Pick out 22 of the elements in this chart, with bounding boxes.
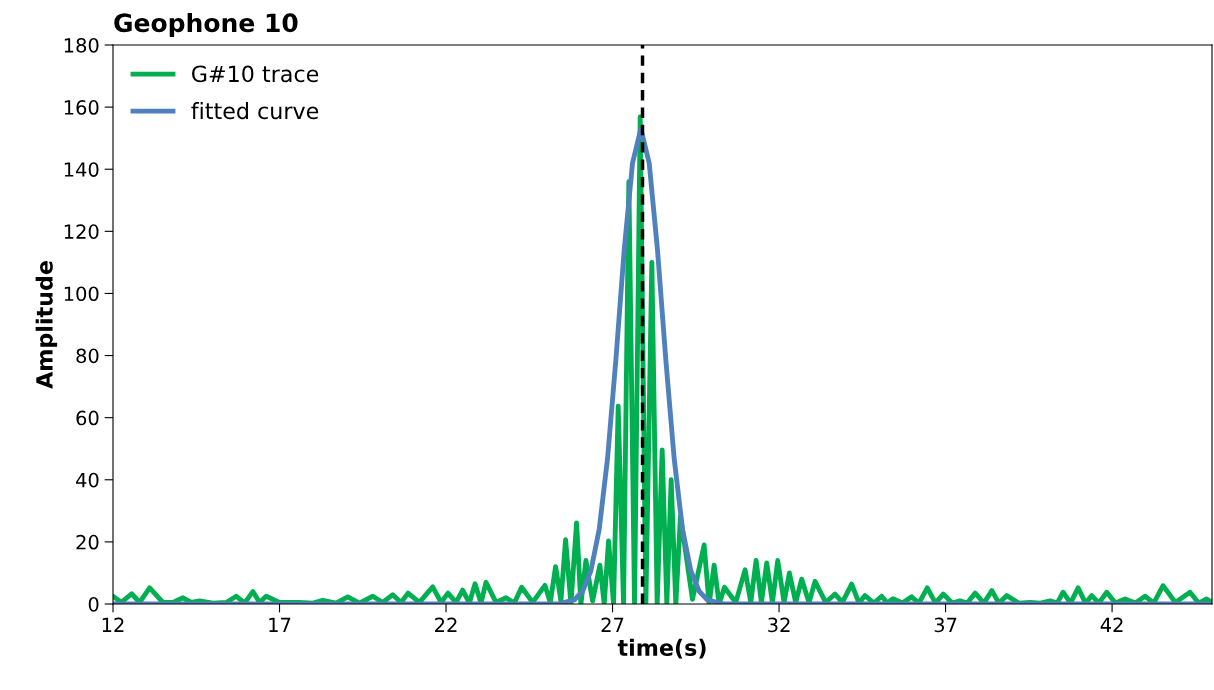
y-tick-label: 120	[64, 224, 99, 239]
x-tick-label: 37	[934, 617, 957, 633]
y-axis-title: Amplitude	[35, 261, 58, 389]
y-tick-label: 100	[64, 286, 99, 302]
y-tick-label: 140	[64, 162, 99, 177]
y-tick-label: 0	[88, 596, 99, 612]
x-tick-label: 12	[102, 617, 124, 632]
legend-label: fitted curve	[191, 102, 319, 120]
y-tick-label: 80	[76, 348, 99, 364]
x-tick-label: 32	[768, 617, 790, 633]
x-axis-title: time(s)	[617, 638, 706, 659]
y-tick-label: 20	[76, 534, 99, 550]
chart-title: Geophone 10	[114, 12, 298, 38]
y-tick-label: 60	[76, 410, 99, 426]
x-tick-label: 42	[1100, 617, 1123, 632]
legend-label: G#10 trace	[192, 65, 319, 83]
y-tick-label: 180	[64, 37, 99, 53]
x-tick-label: 17	[269, 617, 291, 632]
x-tick-label: 27	[601, 617, 624, 632]
x-tick-label: 22	[435, 617, 457, 632]
y-tick-label: 40	[76, 472, 99, 488]
y-tick-label: 160	[64, 100, 99, 115]
